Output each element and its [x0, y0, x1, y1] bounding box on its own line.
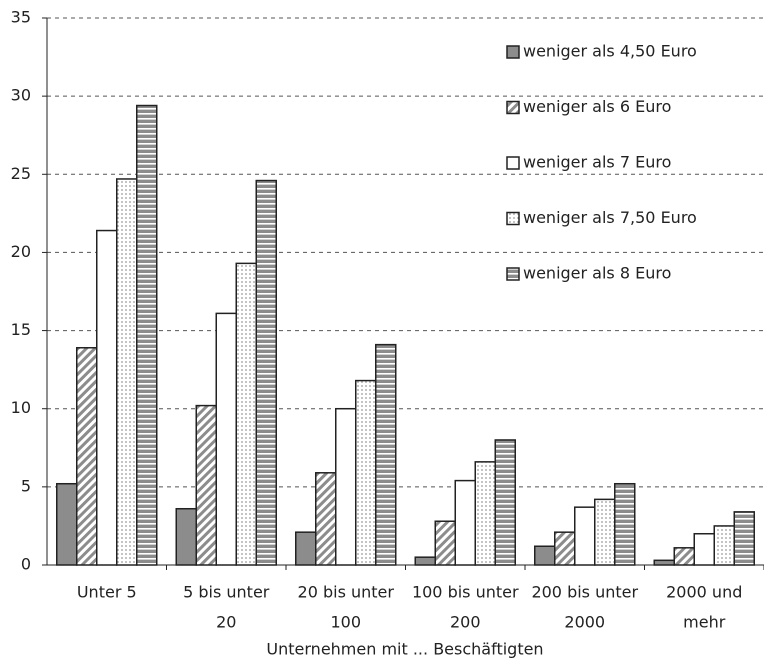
- bar: [116, 178, 138, 566]
- bar: [315, 472, 337, 566]
- bar: [335, 407, 357, 566]
- bar: [56, 482, 78, 566]
- legend-swatch: [506, 267, 520, 281]
- bar: [693, 532, 715, 566]
- x-tick-label: 2000 und: [666, 583, 742, 602]
- legend-swatch: [506, 100, 520, 115]
- legend-label: weniger als 4,50 Euro: [523, 42, 697, 61]
- bar: [474, 461, 496, 566]
- bar: [355, 379, 377, 566]
- bar: [554, 531, 576, 566]
- x-tick-label: mehr: [683, 613, 726, 632]
- y-tick-label: 0: [21, 555, 31, 574]
- legend-label: weniger als 8 Euro: [523, 264, 671, 283]
- y-tick-label: 20: [11, 242, 31, 261]
- bar: [713, 525, 735, 566]
- x-tick-label: 100: [330, 613, 361, 632]
- legend-label: weniger als 7,50 Euro: [523, 208, 697, 227]
- bar: [534, 545, 556, 566]
- bar: [295, 531, 317, 566]
- bar: [255, 179, 277, 566]
- legend-label: weniger als 6 Euro: [523, 97, 671, 116]
- legend-swatch: [506, 156, 520, 170]
- x-tick-label: 20: [216, 613, 236, 632]
- x-tick-label: 5 bis unter: [183, 583, 270, 602]
- bar: [494, 439, 516, 566]
- bar: [235, 262, 257, 566]
- x-tick-label: 200: [450, 613, 481, 632]
- x-tick-label: 200 bis unter: [531, 583, 638, 602]
- x-axis-label: Unternehmen mit ... Beschäftigten: [266, 640, 543, 659]
- y-tick-label: 10: [11, 398, 31, 417]
- x-tick-label: 2000: [564, 613, 605, 632]
- legend-label: weniger als 7 Euro: [523, 153, 671, 172]
- bar: [673, 547, 695, 566]
- legend-swatch: [506, 211, 520, 226]
- bar: [96, 229, 118, 566]
- bar: [175, 507, 197, 566]
- bar: [574, 506, 596, 566]
- y-tick-label: 15: [11, 320, 31, 339]
- x-tick-label: Unter 5: [77, 583, 137, 602]
- bar: [215, 312, 237, 566]
- bar: [733, 511, 755, 566]
- bar: [434, 520, 456, 566]
- x-tick-label: 20 bis unter: [298, 583, 395, 602]
- y-tick-label: 5: [21, 476, 31, 495]
- bar: [614, 482, 636, 566]
- x-tick-label: 100 bis unter: [412, 583, 519, 602]
- y-tick-label: 25: [11, 164, 31, 183]
- y-tick-label: 35: [11, 8, 31, 27]
- bar: [375, 343, 397, 566]
- bar: [653, 559, 675, 566]
- bar: [594, 498, 616, 566]
- bar: [414, 556, 436, 566]
- bar: [454, 479, 476, 566]
- bar: [76, 347, 98, 566]
- legend-swatch: [506, 45, 520, 59]
- bar: [195, 404, 217, 566]
- bar: [136, 104, 158, 566]
- y-tick-label: 30: [11, 86, 31, 105]
